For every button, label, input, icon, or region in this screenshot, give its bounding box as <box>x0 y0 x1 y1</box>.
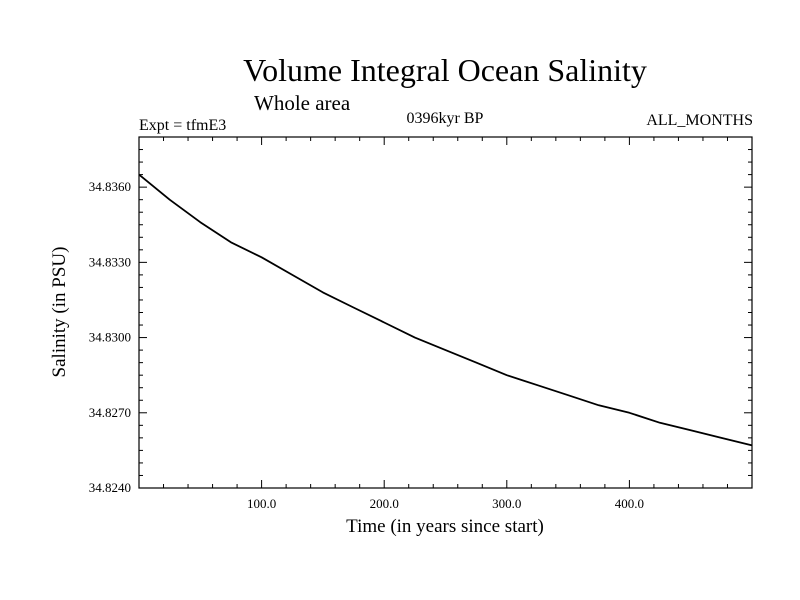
x-axis-label: Time (in years since start) <box>346 516 544 537</box>
y-tick-label: 34.8270 <box>89 405 131 420</box>
x-tick-label: 300.0 <box>492 496 521 511</box>
y-tick-label: 34.8240 <box>89 480 131 495</box>
y-tick-label: 34.8300 <box>89 330 131 345</box>
y-tick-label: 34.8360 <box>89 179 131 194</box>
x-tick-label: 400.0 <box>615 496 644 511</box>
months-label: ALL_MONTHS <box>646 112 753 129</box>
salinity-series-line <box>138 173 753 447</box>
y-tick-label: 34.8330 <box>89 254 131 269</box>
plot-frame <box>138 136 753 489</box>
chart-subtitle: Whole area <box>254 91 351 115</box>
experiment-label: Expt = tfmE3 <box>139 117 227 134</box>
x-tick-label: 100.0 <box>247 496 276 511</box>
period-label: 0396kyr BP <box>406 110 484 127</box>
axis-ticks: 100.0 200.0 300.0 400.0 34.8240 34.8270 34.830… <box>89 137 752 511</box>
chart-title: Volume Integral Ocean Salinity <box>243 52 647 88</box>
data-marks <box>138 173 753 447</box>
x-tick-label: 200.0 <box>370 496 399 511</box>
